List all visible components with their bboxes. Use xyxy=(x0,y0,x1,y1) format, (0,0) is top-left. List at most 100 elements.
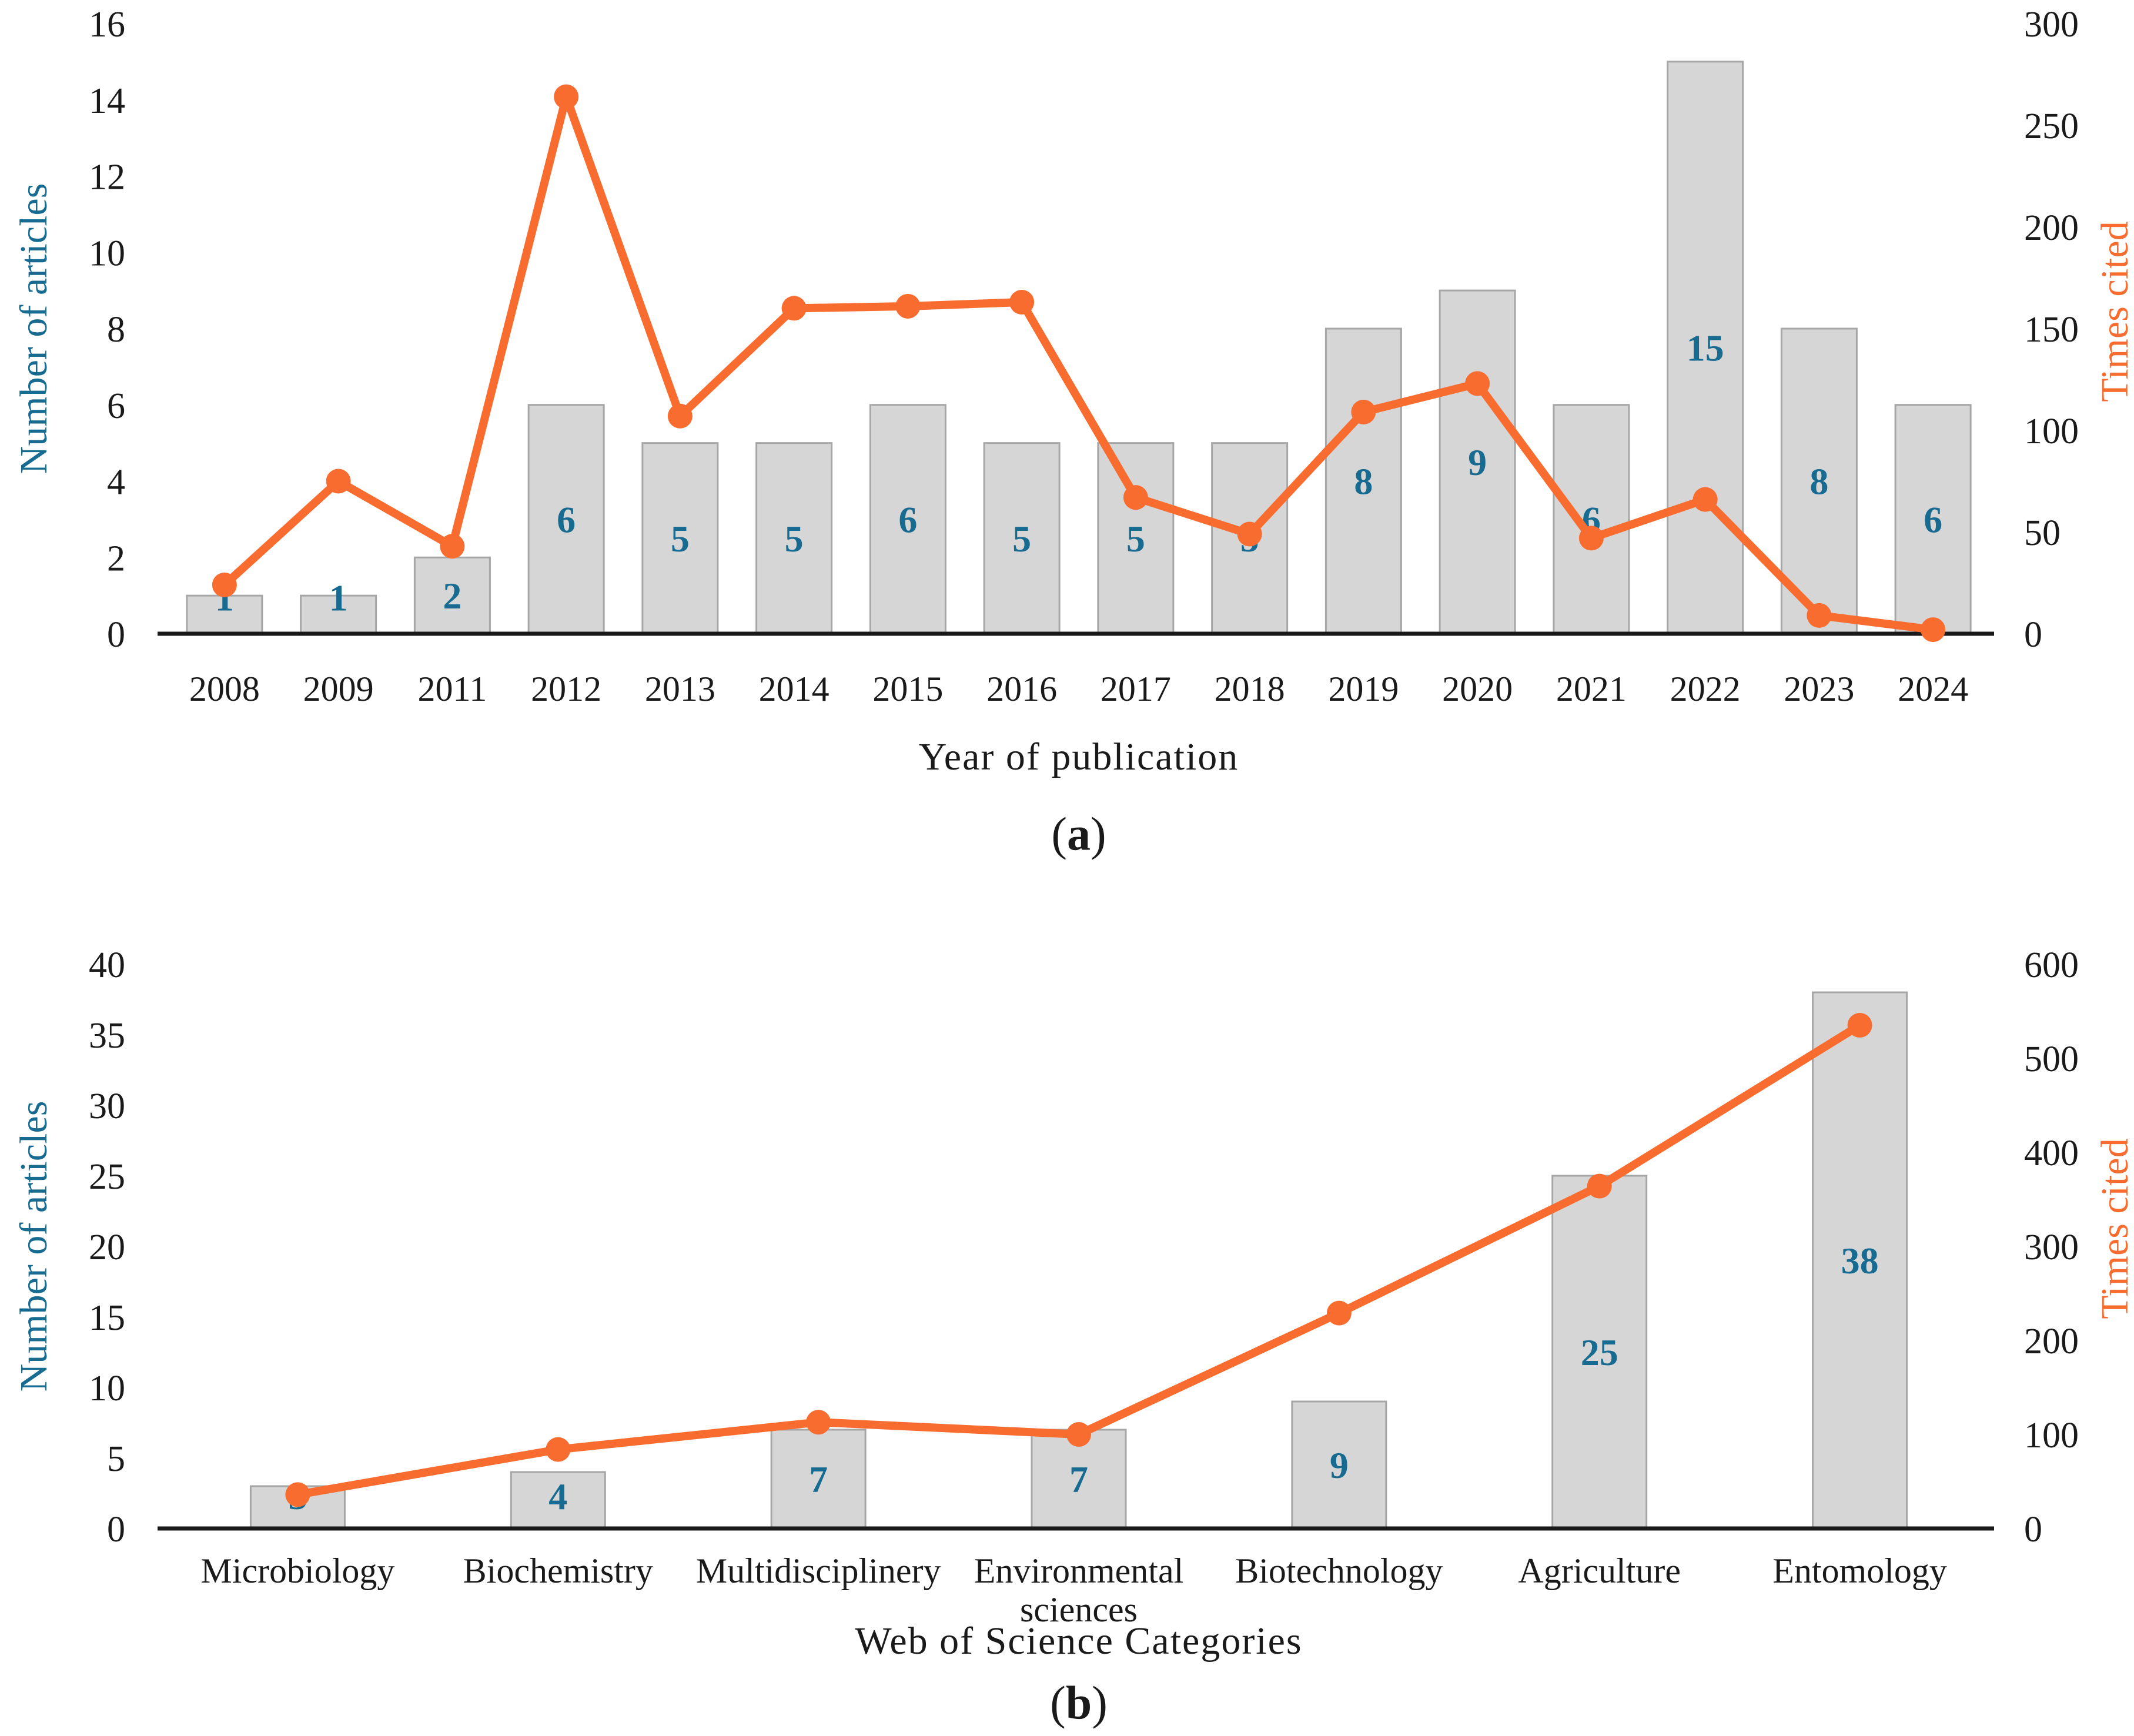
left-axis-tick-label: 0 xyxy=(107,615,125,655)
bar-value-label: 7 xyxy=(1069,1459,1088,1500)
left-axis-tick-label: 4 xyxy=(107,463,125,503)
chart-b-caption: (b) xyxy=(1050,1677,1108,1731)
right-axis-tick-label: 200 xyxy=(2024,208,2079,248)
chart-a-right-axis-title: Times cited xyxy=(2093,221,2134,402)
left-axis-tick-label: 5 xyxy=(107,1439,125,1479)
times-cited-point xyxy=(1921,617,1946,643)
right-axis-tick-label: 100 xyxy=(2024,412,2079,451)
chart-b-right-axis-title: Times cited xyxy=(2093,1138,2134,1319)
right-axis-tick-label: 0 xyxy=(2024,1510,2042,1550)
bar-value-label: 38 xyxy=(1841,1240,1879,1282)
category-label: 2016 xyxy=(986,670,1057,708)
caption-a-paren-open: ( xyxy=(1051,808,1067,861)
category-label: Biotechnology xyxy=(1235,1551,1443,1590)
chart-b-x-axis-title: Web of Science Categories xyxy=(855,1620,1303,1663)
left-axis-tick-label: 40 xyxy=(89,945,125,985)
category-label: 2012 xyxy=(531,670,601,708)
chart-b-left-axis-title: Number of articles xyxy=(12,1101,55,1392)
category-label: 2011 xyxy=(417,670,487,708)
caption-b-paren-open: ( xyxy=(1050,1677,1066,1730)
right-axis-tick-label: 250 xyxy=(2024,106,2079,146)
bar-value-label: 1 xyxy=(329,577,348,618)
right-axis-tick-label: 600 xyxy=(2024,945,2079,985)
category-label: 2014 xyxy=(759,670,829,708)
caption-a-letter: a xyxy=(1067,808,1091,861)
left-axis-tick-label: 30 xyxy=(89,1086,125,1126)
right-axis-tick-label: 500 xyxy=(2024,1039,2079,1079)
category-label: Agriculture xyxy=(1518,1551,1681,1590)
times-cited-point xyxy=(806,1410,831,1435)
times-cited-point xyxy=(1847,1013,1872,1038)
category-label: Microbiology xyxy=(200,1551,394,1590)
times-cited-point xyxy=(1237,521,1262,547)
caption-a-paren-close: ) xyxy=(1091,808,1106,861)
bar-value-label: 2 xyxy=(443,575,461,617)
category-label: 2022 xyxy=(1670,670,1741,708)
left-axis-tick-label: 35 xyxy=(89,1016,125,1056)
left-axis-tick-label: 12 xyxy=(89,158,125,198)
bar-value-label: 9 xyxy=(1330,1444,1349,1486)
times-cited-point xyxy=(326,469,351,494)
bar xyxy=(1324,327,1402,635)
bar-value-label: 5 xyxy=(1126,518,1145,560)
bar-value-label: 5 xyxy=(1012,518,1031,560)
chart-a-x-axis-title: Year of publication xyxy=(918,735,1239,778)
times-cited-point xyxy=(554,84,579,109)
bar-value-label: 5 xyxy=(785,518,804,560)
left-axis-tick-label: 25 xyxy=(89,1157,125,1197)
bar-value-label: 4 xyxy=(548,1476,567,1517)
left-axis-tick-label: 14 xyxy=(89,81,125,121)
times-cited-point xyxy=(440,534,465,559)
chart-a-left-axis-title: Number of articles xyxy=(12,183,55,474)
category-label: Entomology xyxy=(1772,1551,1947,1590)
bar-value-label: 15 xyxy=(1687,327,1724,369)
left-axis-tick-label: 16 xyxy=(89,5,125,45)
category-label: Environmental xyxy=(974,1551,1184,1590)
bar-value-label: 7 xyxy=(809,1459,828,1500)
times-cited-point xyxy=(285,1482,310,1507)
times-cited-point xyxy=(1465,371,1490,396)
category-label: Multidisciplinery xyxy=(696,1551,941,1590)
bar-value-label: 6 xyxy=(1924,499,1942,540)
times-cited-point xyxy=(1326,1300,1352,1326)
category-label: 2020 xyxy=(1442,670,1513,708)
category-label: 2017 xyxy=(1101,670,1171,708)
caption-b-letter: b xyxy=(1065,1677,1092,1730)
right-axis-tick-label: 50 xyxy=(2024,513,2061,553)
bar-value-label: 25 xyxy=(1581,1332,1618,1373)
bar xyxy=(527,404,605,635)
left-axis-tick-label: 8 xyxy=(107,310,125,350)
bar xyxy=(1551,1175,1648,1530)
left-axis-tick-label: 20 xyxy=(89,1227,125,1267)
times-cited-point xyxy=(895,293,921,319)
bar-value-label: 8 xyxy=(1809,461,1828,503)
left-axis-tick-label: 6 xyxy=(107,386,125,426)
bar-value-label: 5 xyxy=(671,518,690,560)
left-axis-tick-label: 2 xyxy=(107,538,125,578)
bar xyxy=(983,442,1061,635)
bar xyxy=(1894,404,1972,635)
bar xyxy=(1780,327,1858,635)
times-cited-point xyxy=(781,296,807,321)
times-cited-point xyxy=(1009,290,1035,315)
bar-value-label: 9 xyxy=(1468,441,1487,483)
times-cited-point xyxy=(1066,1422,1091,1447)
times-cited-point xyxy=(1351,399,1376,424)
left-axis-tick-label: 0 xyxy=(107,1510,125,1550)
category-label: 2021 xyxy=(1556,670,1627,708)
category-label: 2024 xyxy=(1898,670,1968,708)
bar xyxy=(1291,1400,1387,1530)
category-label: 2009 xyxy=(303,670,374,708)
bar-value-label: 6 xyxy=(557,499,576,540)
times-cited-point xyxy=(1578,526,1604,551)
times-cited-point xyxy=(1587,1173,1612,1199)
right-axis-tick-label: 300 xyxy=(2024,5,2079,45)
right-axis-tick-label: 300 xyxy=(2024,1227,2079,1267)
times-cited-point xyxy=(1123,485,1148,510)
times-cited-point xyxy=(1693,487,1718,512)
bar xyxy=(1439,289,1516,635)
bar xyxy=(1667,61,1744,635)
left-axis-tick-label: 10 xyxy=(89,233,125,273)
